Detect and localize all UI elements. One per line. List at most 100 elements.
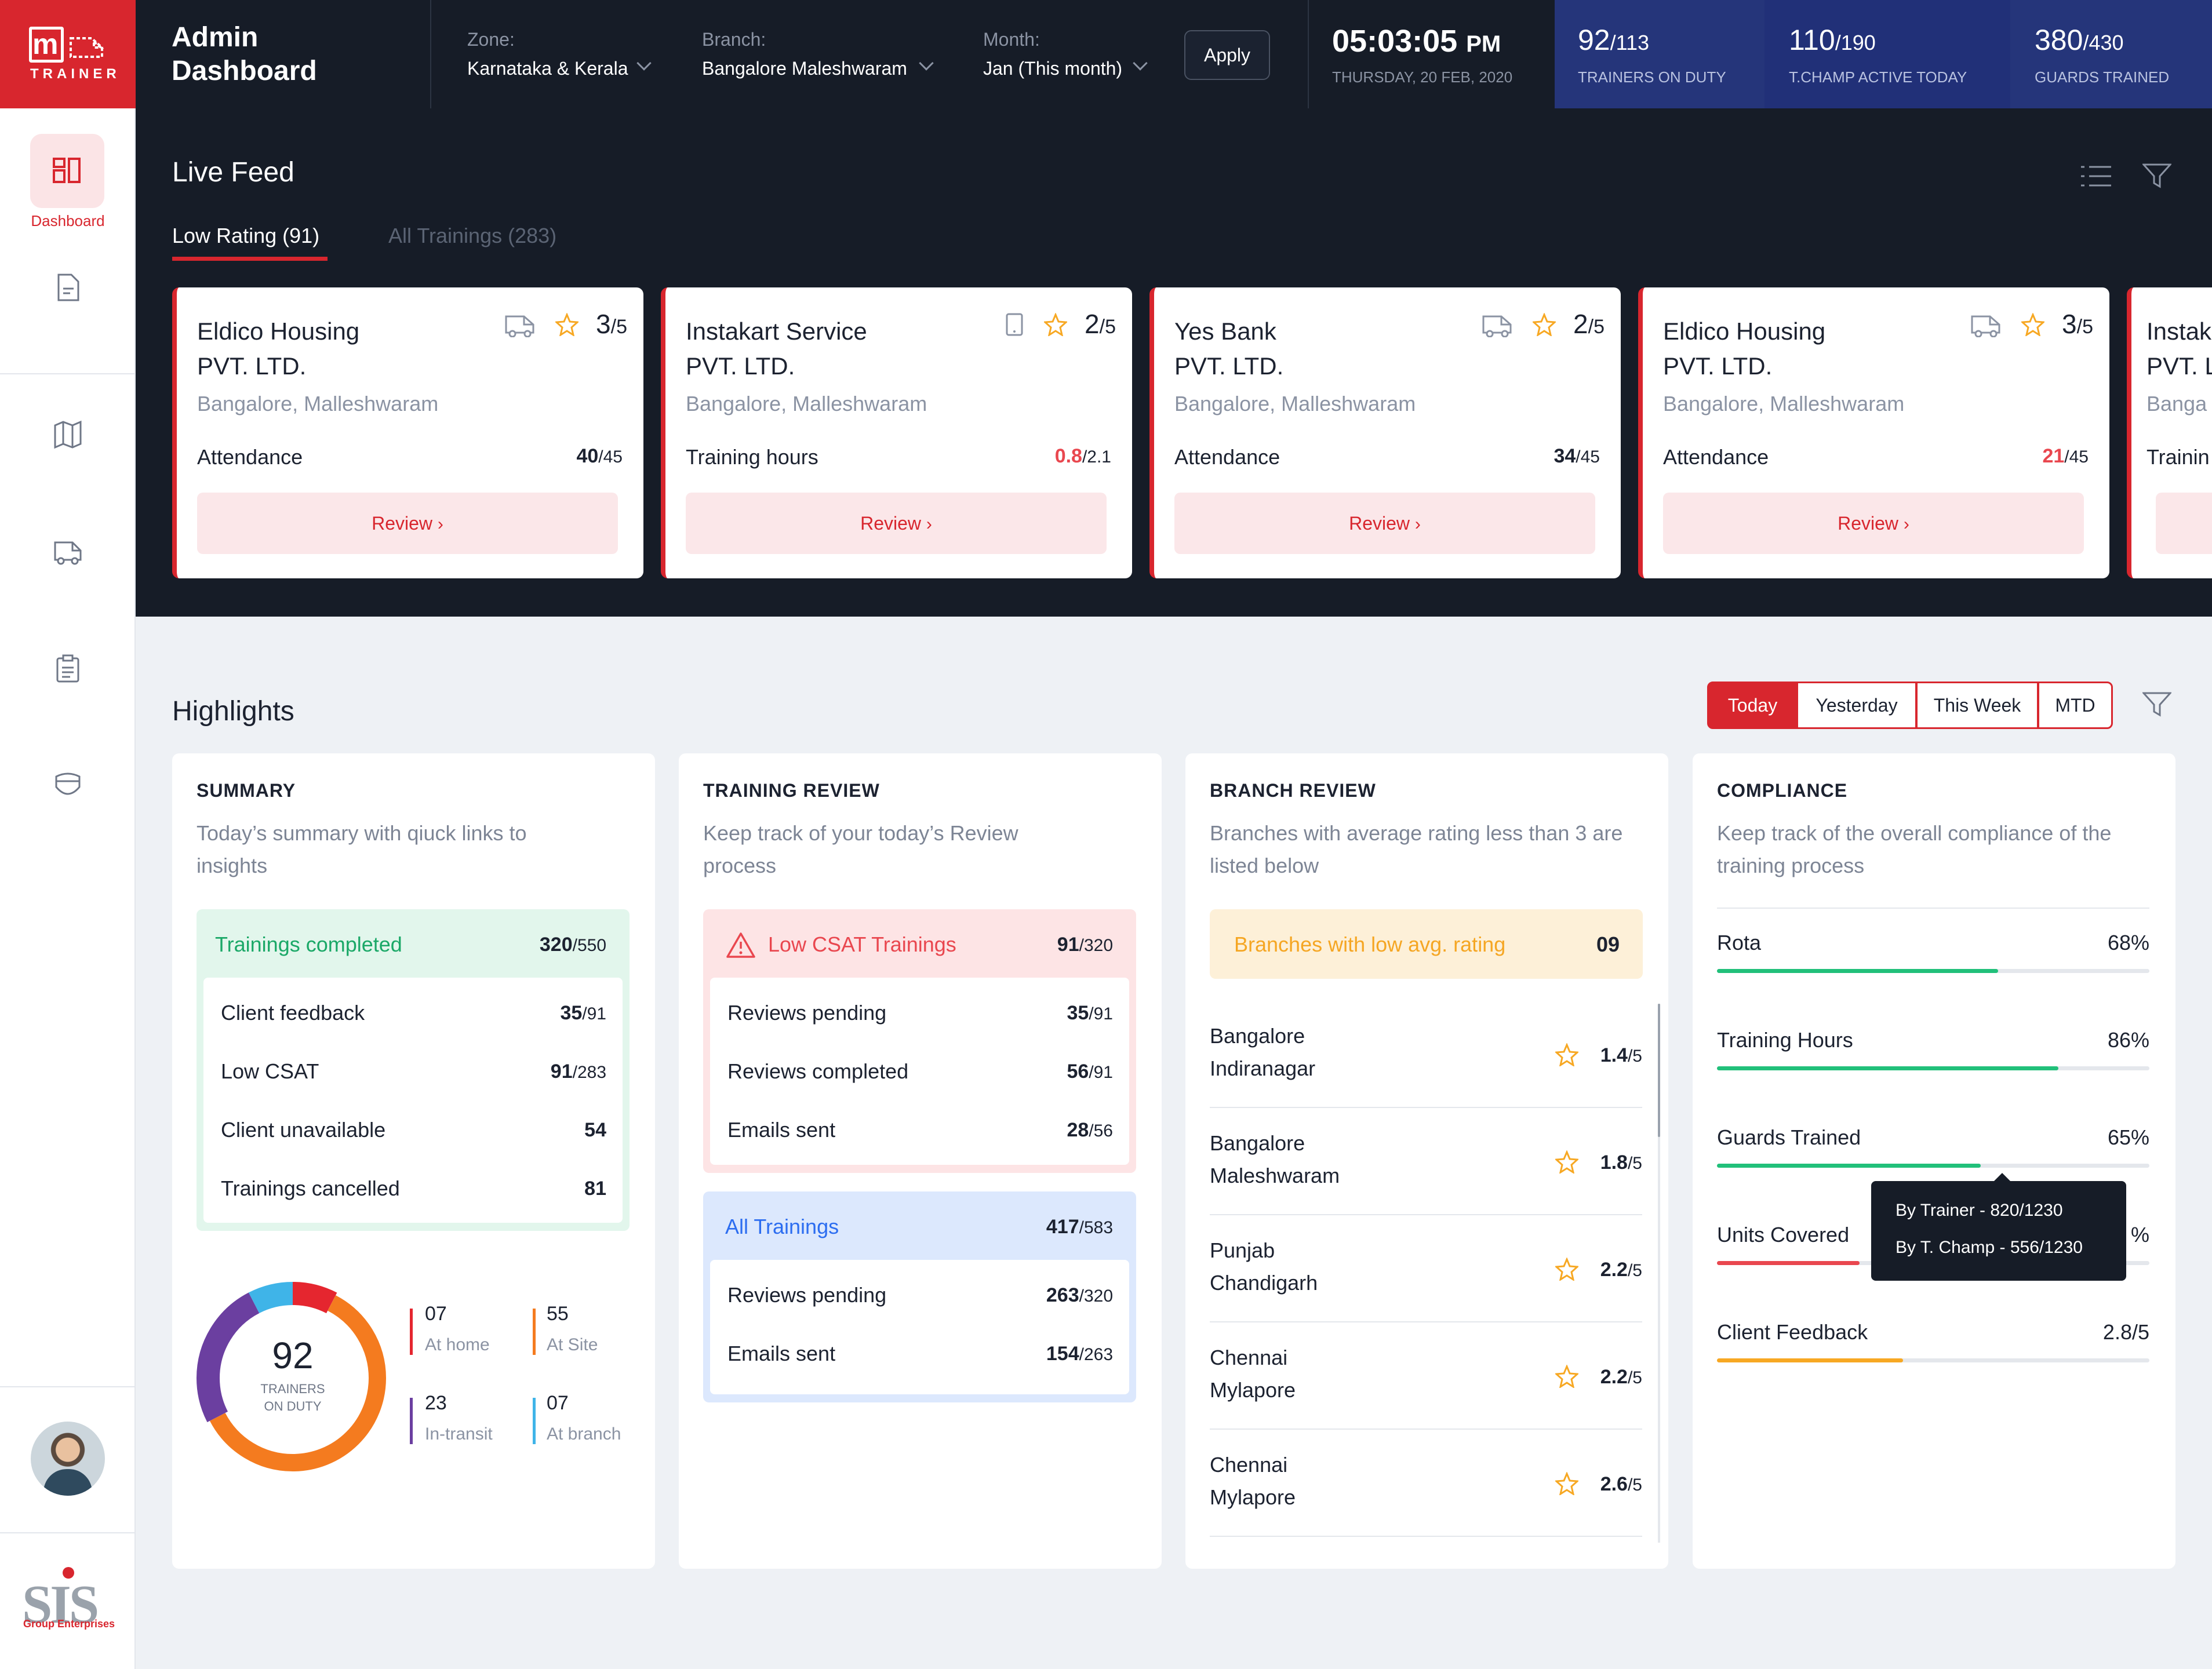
compliance-description: Keep track of the overall compliance of … — [1717, 821, 2112, 877]
low-csat-card[interactable]: Low CSAT Trainings 91/320 Reviews pendin… — [703, 909, 1136, 1173]
scrollbar-track[interactable] — [1658, 1004, 1660, 1543]
low-rating-branches-card[interactable]: Branches with low avg. rating 09 — [1210, 909, 1643, 979]
period-mtd[interactable]: MTD — [2038, 682, 2113, 729]
review-row-value: 154/263 — [1046, 1343, 1113, 1365]
zone-select[interactable]: Karnataka & Kerala — [467, 58, 628, 79]
stat-trainers-on-duty[interactable]: 92/113 TRAINERS ON DUTY — [1555, 0, 1764, 108]
logo-mark-box — [29, 27, 64, 63]
summary-row-label[interactable]: Trainings cancelled — [221, 1176, 400, 1200]
feed-card[interactable]: Instak PVT. L Banga Trainin — [2127, 287, 2212, 578]
branch-rating: 1.8/5 — [1600, 1151, 1642, 1174]
client-location: Bangalore, Malleshwaram — [197, 392, 439, 416]
compliance-progress-track — [1717, 1358, 2149, 1362]
month-select[interactable]: Jan (This month) — [983, 58, 1123, 79]
review-row-label[interactable]: Reviews completed — [727, 1059, 909, 1083]
document-icon[interactable] — [53, 272, 83, 303]
period-yesterday[interactable]: Yesterday — [1798, 682, 1917, 729]
rating: 3/5 — [2062, 309, 2093, 339]
feed-card[interactable]: Instakart Service PVT. LTD. 2/5 Bangalore… — [661, 287, 1132, 578]
review-button[interactable] — [2156, 493, 2212, 554]
compliance-progress-fill — [1717, 1358, 1903, 1362]
metric-label: Training hours — [686, 445, 818, 469]
header-divider — [1308, 0, 1309, 108]
review-button[interactable]: Review › — [197, 493, 618, 554]
stat-tchamp-active[interactable]: 110/190 T.CHAMP ACTIVE TODAY — [1764, 0, 2010, 108]
brand-logo-dot — [63, 1567, 74, 1579]
tab-all-trainings[interactable]: All Trainings (283) — [388, 224, 557, 247]
rating: 2/5 — [1573, 309, 1605, 339]
apply-button[interactable]: Apply — [1184, 30, 1270, 80]
training-review-title: TRAINING REVIEW — [703, 780, 880, 801]
tablet-icon — [1006, 313, 1023, 336]
period-today[interactable]: Today — [1707, 682, 1798, 729]
avatar[interactable] — [31, 1422, 105, 1496]
donut-segment[interactable] — [199, 1285, 386, 1471]
legend-bar — [533, 1398, 536, 1444]
review-row-label[interactable]: Reviews pending — [727, 1001, 887, 1025]
tooltip-line: By T. Champ - 556/1230 — [1896, 1238, 2083, 1257]
compliance-progress-fill — [1717, 1261, 1860, 1265]
branch-row[interactable]: Punjab Chandigarh 2.2/5 — [1210, 1216, 1642, 1323]
compliance-progress-fill — [1717, 1066, 2059, 1070]
brand-subtitle: Group Enterprises — [23, 1618, 115, 1630]
branch-row[interactable]: Bangalore Indiranagar 1.4/5 — [1210, 1001, 1642, 1109]
donut-segment[interactable] — [197, 1282, 389, 1474]
sidebar-item-dashboard[interactable] — [30, 134, 104, 208]
map-icon[interactable] — [53, 420, 83, 450]
clipboard-icon[interactable] — [53, 654, 83, 684]
filter-icon[interactable] — [2142, 162, 2171, 189]
review-row-label[interactable]: Reviews pending — [727, 1283, 887, 1307]
branch-row[interactable]: Bangalore Maleshwaram 1.8/5 — [1210, 1109, 1642, 1216]
client-name: Eldico Housing PVT. LTD. — [197, 318, 360, 380]
brand-logo: SIS — [22, 1575, 99, 1635]
low-csat-value: 91/320 — [1057, 934, 1113, 956]
low-rating-branches-label: Branches with low avg. rating — [1234, 932, 1506, 956]
trainers-donut-chart[interactable] — [195, 1281, 390, 1475]
legend-bar — [410, 1309, 413, 1355]
scrollbar-thumb[interactable] — [1658, 1004, 1660, 1137]
compliance-row[interactable]: Rota 68% — [1693, 931, 2175, 1028]
list-view-icon[interactable] — [2080, 163, 2112, 189]
guard-cap-icon[interactable] — [53, 771, 83, 801]
compliance-row[interactable]: Training Hours 86% — [1693, 1028, 2175, 1125]
summary-row-label[interactable]: Client feedback — [221, 1001, 365, 1025]
branch-row[interactable]: Chennai Mylapore 2.2/5 — [1210, 1323, 1642, 1430]
van-icon[interactable] — [53, 537, 83, 567]
compliance-row[interactable]: Client Feedback 2.8/5 — [1693, 1320, 2175, 1417]
branch-select[interactable]: Bangalore Maleshwaram — [702, 58, 907, 79]
donut-segment[interactable] — [197, 1282, 389, 1474]
review-row-label[interactable]: Emails sent — [727, 1342, 836, 1365]
branch-row[interactable]: Chennai Mylapore 2.6/5 — [1210, 1430, 1642, 1537]
donut-center-value: 92 — [272, 1335, 314, 1376]
client-location: Banga — [2146, 392, 2207, 416]
star-icon — [1555, 1258, 1578, 1281]
legend-value: 07 — [547, 1392, 569, 1414]
legend-label: At home — [425, 1335, 490, 1354]
period-this-week[interactable]: This Week — [1916, 682, 2039, 729]
trainings-completed-card[interactable]: Trainings completed 320/550 Client feedb… — [197, 909, 630, 1231]
row-divider — [1210, 1429, 1642, 1430]
all-trainings-list: Reviews pending 263/320 Emails sent 154/… — [710, 1260, 1129, 1394]
branch-rating: 2.6/5 — [1600, 1473, 1642, 1495]
summary-row-label[interactable]: Client unavailable — [221, 1118, 386, 1142]
client-name: Eldico Housing PVT. LTD. — [1663, 318, 1826, 380]
review-row-label[interactable]: Emails sent — [727, 1118, 836, 1142]
review-button[interactable]: Review › — [686, 493, 1107, 554]
filter-icon[interactable] — [2142, 691, 2171, 717]
app-logo[interactable]: m TRAINER — [0, 0, 136, 108]
compliance-row[interactable]: Guards Trained 65% — [1693, 1125, 2175, 1223]
review-button[interactable]: Review › — [1663, 493, 2084, 554]
review-button[interactable]: Review › — [1174, 493, 1595, 554]
tab-low-rating[interactable]: Low Rating (91) — [172, 224, 320, 247]
star-icon — [1555, 1365, 1578, 1388]
donut-caption: TRAINERS ON DUTY — [260, 1382, 325, 1413]
feed-card[interactable]: Eldico Housing PVT. LTD. 3/5 Bangalore, M… — [1638, 287, 2109, 578]
summary-row-label[interactable]: Low CSAT — [221, 1059, 319, 1083]
feed-card[interactable]: Yes Bank PVT. LTD. 2/5 Bangalore, Mallesh… — [1149, 287, 1621, 578]
stat-guards-trained[interactable]: 380/430 GUARDS TRAINED — [2010, 0, 2212, 108]
zone-label: Zone: — [467, 29, 515, 50]
header-divider — [430, 0, 431, 108]
all-trainings-card[interactable]: All Trainings 417/583 Reviews pending 26… — [703, 1191, 1136, 1402]
feed-card[interactable]: Eldico Housing PVT. LTD. 3/5 Bangalore, M… — [172, 287, 643, 578]
rating: 2/5 — [1085, 309, 1116, 339]
